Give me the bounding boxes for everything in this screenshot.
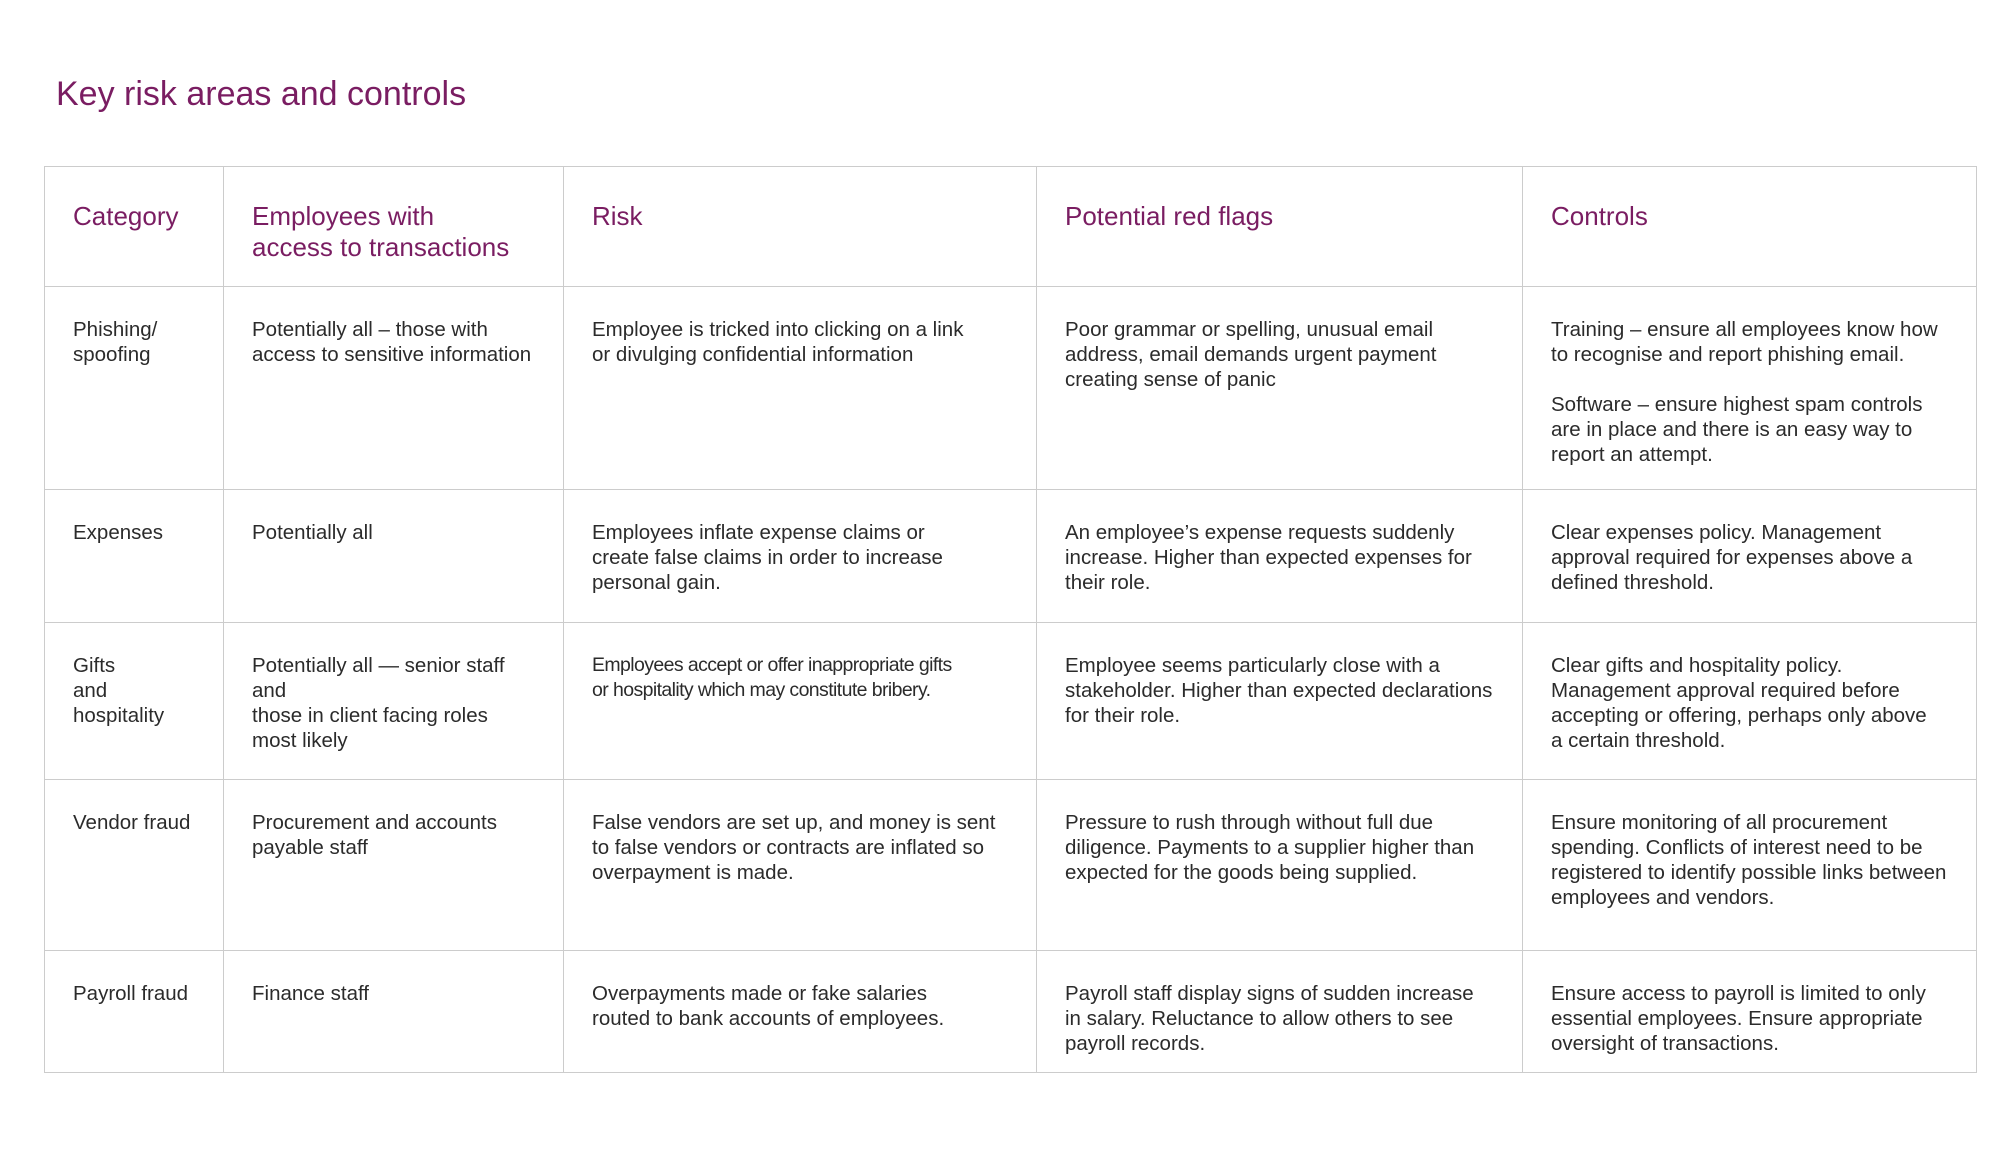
header-red-flags: Potential red flags [1036, 166, 1523, 287]
header-category: Category [44, 166, 224, 287]
cell-employees: Procurement and accounts payable staff [223, 779, 564, 951]
table-header-row: Category Employees with access to transa… [44, 166, 1977, 287]
cell-red-flags: Poor grammar or spelling, unusual email … [1036, 286, 1523, 490]
cell-risk: Overpayments made or fake salaries route… [563, 950, 1037, 1073]
cell-risk: False vendors are set up, and money is s… [563, 779, 1037, 951]
paragraph-spacer [1551, 367, 1948, 392]
header-employees: Employees with access to transactions [223, 166, 564, 287]
header-controls: Controls [1522, 166, 1977, 287]
table-row: Vendor fraud Procurement and accounts pa… [44, 779, 1977, 951]
cell-controls: Ensure access to payroll is limited to o… [1522, 950, 1977, 1073]
cell-controls: Training – ensure all employees know how… [1522, 286, 1977, 490]
cell-red-flags: Payroll staff display signs of sudden in… [1036, 950, 1523, 1073]
header-risk: Risk [563, 166, 1037, 287]
cell-category: Gifts and hospitality [44, 622, 224, 780]
cell-category: Expenses [44, 489, 224, 623]
table-row: Gifts and hospitality Potentially all — … [44, 622, 1977, 780]
table-row: Expenses Potentially all Employees infla… [44, 489, 1977, 623]
cell-category: Phishing/ spoofing [44, 286, 224, 490]
cell-red-flags: Employee seems particularly close with a… [1036, 622, 1523, 780]
cell-category: Vendor fraud [44, 779, 224, 951]
table-row: Phishing/ spoofing Potentially all – tho… [44, 286, 1977, 490]
cell-category: Payroll fraud [44, 950, 224, 1073]
cell-controls: Clear gifts and hospitality policy. Mana… [1522, 622, 1977, 780]
cell-risk: Employee is tricked into clicking on a l… [563, 286, 1037, 490]
page-title: Key risk areas and controls [56, 75, 467, 113]
table-row: Payroll fraud Finance staff Overpayments… [44, 950, 1977, 1073]
cell-red-flags: Pressure to rush through without full du… [1036, 779, 1523, 951]
cell-risk: Employees accept or offer inappropriate … [563, 622, 1037, 780]
cell-employees: Finance staff [223, 950, 564, 1073]
risk-controls-table: Category Employees with access to transa… [44, 166, 1977, 1073]
cell-employees: Potentially all — senior staff and those… [223, 622, 564, 780]
cell-employees: Potentially all [223, 489, 564, 623]
cell-controls: Clear expenses policy. Management approv… [1522, 489, 1977, 623]
cell-controls: Ensure monitoring of all procurement spe… [1522, 779, 1977, 951]
cell-red-flags: An employee’s expense requests suddenly … [1036, 489, 1523, 623]
cell-employees: Potentially all – those with access to s… [223, 286, 564, 490]
cell-risk: Employees inflate expense claims or crea… [563, 489, 1037, 623]
